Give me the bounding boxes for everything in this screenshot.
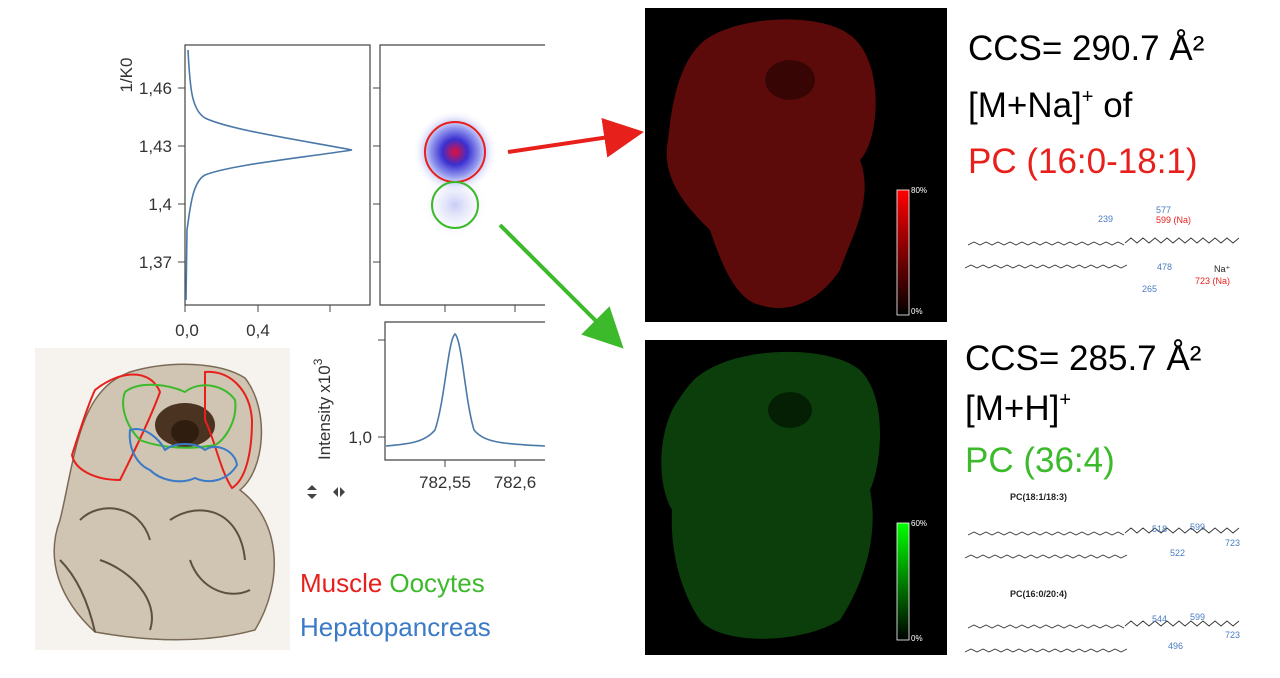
fragment-label: 723: [1225, 630, 1240, 640]
colorbar-label: 60%: [911, 519, 927, 528]
mobilogram: [185, 49, 353, 301]
ccs-value: CCS= 290.7 Å²: [968, 29, 1204, 68]
x-tick-label: 782,55: [419, 473, 471, 492]
fragment-label: 239: [1098, 214, 1113, 224]
y-axis-label: Intensityx103: [311, 358, 334, 460]
fragment-labels: 239 577 599 (Na) 478 265 723 (Na) Na⁺ PC…: [1010, 205, 1240, 651]
chain: [964, 264, 1128, 269]
chain: [967, 531, 1125, 536]
x-tick-label: 782,6: [494, 473, 537, 492]
chain: [964, 554, 1128, 559]
ion-type: [M+H]+: [965, 389, 1071, 428]
y-tick-label: 1,46: [139, 79, 172, 98]
y-tick-label: 1,4: [148, 195, 172, 214]
mass-plot: Intensityx103 1,0 782,55 782,6: [307, 321, 546, 499]
tissue-image: [35, 348, 290, 650]
structure-name: PC(18:1/18:3): [1010, 492, 1067, 502]
ccs-value: CCS= 285.7 Å²: [965, 339, 1201, 378]
fragment-label: 518: [1152, 524, 1167, 534]
x-tick-label: 0,0: [175, 321, 199, 340]
lipid-name: PC (16:0-18:1): [968, 142, 1198, 181]
plot-frame: [184, 44, 371, 306]
chain: [1124, 620, 1240, 627]
fragment-label: 265: [1142, 284, 1157, 294]
fragment-label: 599: [1190, 612, 1205, 622]
chain: [964, 648, 1128, 653]
fragment-label: 478: [1157, 262, 1172, 272]
fragment-label: Na⁺: [1214, 264, 1231, 274]
lipid-name: PC (36:4): [965, 441, 1115, 480]
y-tick-label: 1,0: [348, 428, 372, 447]
spectrum: [385, 332, 546, 447]
fragment-label: 496: [1168, 641, 1183, 651]
tissue-legend: Muscle Oocytes: [300, 568, 485, 598]
fragment-label: 577: [1156, 205, 1171, 215]
colorbar-label: 80%: [911, 186, 927, 195]
fragment-label: 522: [1170, 548, 1185, 558]
lipid-structures: [964, 237, 1240, 653]
colorbar-label: 0%: [911, 307, 923, 316]
arrow: [507, 117, 644, 158]
selection-circle: [431, 181, 479, 229]
ion-map: [373, 44, 545, 312]
fragment-label: 599: [1190, 522, 1205, 532]
chain: [967, 624, 1125, 629]
mobility-plot: 1/K0 1,46 1,43 1,4 1,37 0,0 0,4: [117, 44, 371, 340]
x-tick-label: 0,4: [246, 321, 270, 340]
ion-type: [M+Na]+ of: [968, 86, 1133, 125]
fragment-label: 544: [1152, 614, 1167, 624]
ms-image-red: 80% 0%: [645, 8, 947, 322]
chain: [967, 241, 1125, 246]
y-tick-label: 1,37: [139, 253, 172, 272]
y-axis-label: 1/K0: [117, 58, 136, 93]
fragment-label: 599 (Na): [1156, 215, 1191, 225]
structure-name: PC(16:0/20:4): [1010, 589, 1067, 599]
arrow: [498, 223, 624, 349]
y-tick-label: 1,43: [139, 137, 172, 156]
fragment-label: 723 (Na): [1195, 276, 1230, 286]
chain: [1124, 237, 1240, 244]
tissue-legend: Hepatopancreas: [300, 612, 491, 642]
ms-image-green: 60% 0%: [645, 340, 947, 655]
fragment-label: 723: [1225, 538, 1240, 548]
colorbar-label: 0%: [911, 634, 923, 643]
chain: [1124, 527, 1240, 534]
scroll-icons[interactable]: [307, 485, 345, 499]
